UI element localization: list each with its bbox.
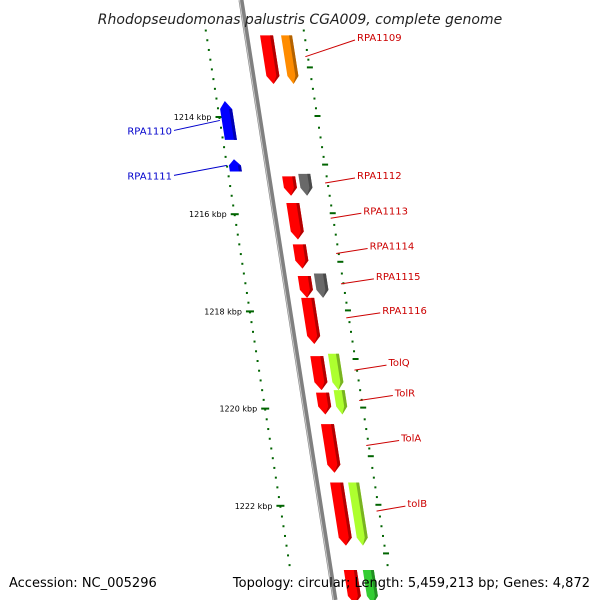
feature-shadow: [270, 35, 280, 84]
feature-gray-cds-1[interactable]: [298, 173, 313, 196]
scale-label: 1220 kbp: [219, 405, 257, 414]
scale-label: 1222 kbp: [235, 502, 273, 511]
backbone-track: [238, 0, 338, 600]
feature-RPA1109[interactable]: [260, 35, 280, 84]
label-leader: [346, 312, 381, 319]
feature-shadow: [296, 203, 304, 240]
feature-TolQ[interactable]: [310, 356, 328, 391]
feature-shadow: [311, 297, 321, 344]
label-leader: [173, 164, 228, 176]
feature-shadow: [320, 356, 328, 391]
feature-shadow: [370, 569, 378, 600]
feature-RPA1112[interactable]: [282, 176, 297, 196]
feature-shadow: [229, 108, 237, 140]
map-title: Rhodopseudomonas palustris CGA009, compl…: [98, 12, 502, 28]
feature-tolQ-lime[interactable]: [327, 353, 344, 391]
feature-shadow: [356, 482, 368, 546]
feature-shadow: [307, 173, 313, 196]
feature-RPA1110[interactable]: [220, 100, 237, 140]
label-leader: [359, 395, 393, 402]
feature-glyph: [281, 35, 299, 84]
feature-shadow: [289, 35, 299, 84]
scale-label: 1216 kbp: [189, 210, 227, 219]
feature-shadow: [353, 569, 361, 600]
label-leader: [340, 278, 374, 285]
feature-next-green[interactable]: [362, 569, 378, 600]
feature-TolR[interactable]: [316, 392, 332, 415]
gene-label: TolR: [394, 389, 415, 400]
label-leader: [336, 248, 368, 255]
label-leader: [173, 119, 220, 131]
feature-shadow: [340, 482, 352, 546]
feature-shadow: [291, 176, 297, 196]
feature-tolR-lime[interactable]: [333, 390, 348, 415]
feature-labels: RPA1109 RPA1110 RPA1111 RPA1112 RPA1113 RPA11…: [127, 33, 427, 512]
gene-label: RPA1112: [357, 171, 402, 182]
feature-RPA1115[interactable]: [297, 275, 313, 298]
feature-RPA1114[interactable]: [292, 244, 309, 269]
feature-shadow: [307, 275, 313, 298]
gene-label: RPA1113: [363, 206, 408, 217]
feature-TolA[interactable]: [320, 424, 341, 473]
feature-track: [220, 35, 378, 600]
gene-label: RPA1115: [376, 272, 421, 283]
label-leader: [305, 39, 356, 58]
gene-label: RPA1114: [370, 242, 415, 253]
feature-gray-cds-2[interactable]: [313, 273, 329, 298]
feature-glyph: [348, 482, 368, 546]
feature-shadow: [302, 244, 309, 269]
label-leader: [325, 177, 356, 184]
feature-orange-cds[interactable]: [281, 35, 299, 84]
gene-label: RPA1110: [127, 126, 172, 137]
label-leader: [376, 505, 406, 512]
feature-shadow: [325, 392, 332, 415]
scale-label: 1218 kbp: [204, 307, 242, 316]
feature-shadow: [322, 273, 329, 298]
feature-shadow: [330, 424, 341, 473]
feature-shadow: [341, 390, 348, 415]
label-leader: [366, 439, 400, 446]
gene-label: tolB: [407, 499, 427, 510]
gene-label: TolA: [400, 433, 421, 444]
feature-next-red[interactable]: [343, 569, 361, 600]
feature-shadow: [335, 353, 344, 391]
scale-label: 1214 kbp: [174, 113, 212, 122]
feature-RPA1116[interactable]: [301, 297, 321, 344]
label-leader: [354, 364, 387, 371]
backbone-line: [238, 0, 338, 600]
gene-label: TolQ: [388, 358, 410, 369]
gene-label: RPA1116: [382, 306, 427, 317]
feature-RPA1111[interactable]: [228, 159, 242, 172]
gene-label: RPA1111: [127, 171, 172, 182]
feature-tolB-lime[interactable]: [348, 482, 368, 546]
feature-glyph: [330, 482, 352, 546]
feature-shadow: [237, 165, 242, 172]
backbone-highlight: [239, 0, 335, 600]
feature-RPA1113[interactable]: [286, 203, 304, 240]
scale-ticks: 1214 kbp 1216 kbp 1218 kbp 1220 kbp 1222 kbp: [174, 29, 390, 567]
topology-summary: Topology: circular; Length: 5,459,213 bp…: [232, 576, 590, 591]
gene-label: RPA1109: [357, 33, 402, 44]
label-leader: [330, 212, 362, 219]
accession-text: Accession: NC_005296: [9, 576, 157, 591]
feature-tolB[interactable]: [330, 482, 352, 546]
